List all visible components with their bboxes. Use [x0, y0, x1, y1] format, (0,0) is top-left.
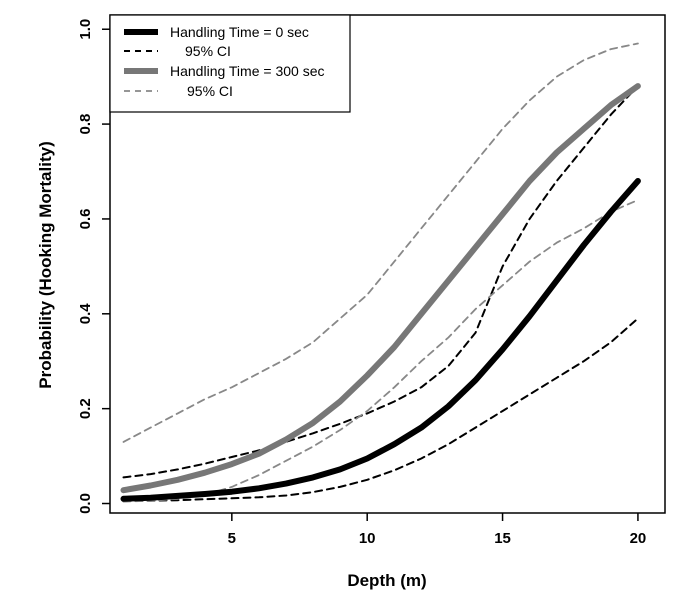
series-line-3 — [120, 83, 641, 494]
x-tick-label: 10 — [359, 530, 376, 547]
y-axis-title: Probability (Hooking Mortality) — [36, 141, 55, 388]
x-tick-label: 5 — [228, 530, 236, 547]
legend: Handling Time = 0 sec 95% CI Handling Time… — [109, 14, 351, 113]
x-tick-label: 15 — [494, 530, 511, 547]
y-tick-label: 0.8 — [77, 114, 94, 135]
y-tick-label: 0.6 — [77, 209, 94, 230]
y-tick-label: 0.4 — [77, 303, 94, 325]
series-line-5 — [122, 199, 639, 503]
series-layer — [120, 42, 641, 503]
series-line-2 — [122, 85, 639, 479]
legend-label-3: 95% CI — [187, 83, 233, 99]
y-tick-label: 0.0 — [77, 493, 94, 514]
x-axis-title: Depth (m) — [347, 571, 426, 590]
series-line-4 — [122, 42, 639, 443]
x-axis: 5 10 15 20 — [228, 513, 647, 547]
legend-label-0: Handling Time = 0 sec — [170, 24, 309, 40]
y-tick-label: 0.2 — [77, 398, 94, 419]
series-line-1 — [122, 317, 639, 503]
y-axis: 0.0 0.2 0.4 0.6 0.8 1.0 — [77, 19, 110, 514]
legend-label-2: Handling Time = 300 sec — [170, 63, 324, 79]
y-tick-label: 1.0 — [77, 19, 94, 40]
plot-frame — [109, 14, 666, 514]
legend-label-1: 95% CI — [185, 43, 231, 59]
x-tick-label: 20 — [630, 530, 647, 547]
series-line-0 — [120, 178, 641, 502]
